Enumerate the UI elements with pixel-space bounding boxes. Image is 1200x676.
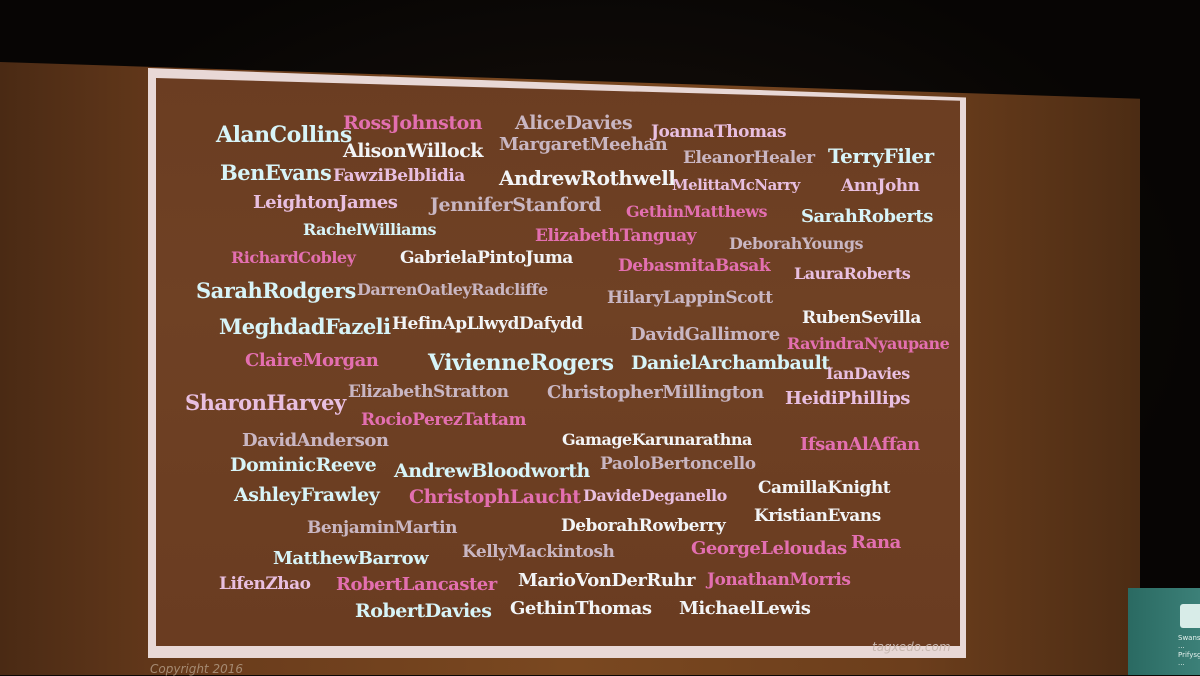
cloud-name: RichardCobley — [231, 248, 356, 267]
cloud-name: EleanorHealer — [683, 148, 815, 168]
cloud-name: RobertLancaster — [336, 574, 497, 595]
university-crest-icon — [1180, 604, 1200, 628]
cloud-name: DeborahRowberry — [561, 516, 726, 536]
cloud-name: MarioVonDerRuhr — [518, 570, 695, 591]
cloud-name: RavindraNyaupane — [787, 334, 950, 353]
cloud-name: JenniferStanford — [430, 194, 601, 216]
cloud-name: FawziBelblidia — [333, 166, 465, 186]
cloud-name: ElizabethStratton — [348, 382, 509, 402]
cloud-name: KristianEvans — [754, 506, 881, 526]
cloud-name: JoannaThomas — [651, 122, 787, 142]
cloud-name: MichaelLewis — [679, 598, 811, 619]
cloud-name: RubenSevilla — [802, 308, 921, 328]
cloud-name: DavidGallimore — [630, 324, 780, 345]
cloud-name: RossJohnston — [343, 112, 483, 134]
cloud-name: ElizabethTanguay — [535, 226, 697, 246]
cloud-name: IfsanAlAffan — [800, 434, 920, 455]
cloud-name: AlanCollins — [216, 122, 352, 148]
cloud-name: SarahRodgers — [196, 278, 356, 303]
cloud-name: DarrenOatleyRadcliffe — [357, 280, 548, 299]
cloud-name: TerryFiler — [828, 144, 934, 168]
cloud-name: AliceDavies — [515, 112, 633, 134]
cloud-name: LauraRoberts — [794, 264, 911, 283]
cloud-name: RobertDavies — [355, 600, 492, 622]
cloud-name: VivienneRogers — [428, 350, 614, 376]
cloud-name: AshleyFrawley — [234, 484, 380, 506]
cloud-name: GethinThomas — [510, 598, 652, 619]
cloud-name: AlisonWillock — [343, 140, 483, 162]
tagxedo-watermark: tagxedo.com — [872, 640, 951, 654]
lectern-sign — [1128, 588, 1200, 675]
cloud-name: Rana — [851, 532, 901, 553]
cloud-name: BenjaminMartin — [307, 518, 457, 538]
cloud-name: PaoloBertoncello — [600, 454, 756, 474]
cloud-name: RachelWilliams — [303, 220, 436, 239]
cloud-name: DavideDeganello — [583, 486, 727, 505]
cloud-name: ChristophLaucht — [409, 486, 581, 508]
cloud-name: DebasmitaBasak — [618, 256, 771, 276]
cloud-name: KellyMackintosh — [462, 542, 615, 562]
cloud-name: MeghdadFazeli — [219, 314, 391, 339]
cloud-name: MelittaMcNarry — [672, 176, 800, 194]
copyright-footer: Copyright 2016 — [150, 662, 243, 676]
cloud-name: DanielArchambault — [631, 352, 830, 374]
cloud-name: CamillaKnight — [758, 478, 891, 498]
cloud-name: MargaretMeehan — [499, 134, 668, 155]
cloud-name: RocioPerezTattam — [361, 410, 526, 430]
cloud-name: GamageKarunarathna — [562, 430, 752, 449]
cloud-name: SharonHarvey — [185, 390, 346, 415]
cloud-name: LifenZhao — [219, 574, 311, 594]
word-cloud-panel — [156, 78, 960, 646]
cloud-name: HeidiPhillips — [785, 388, 910, 409]
cloud-name: DeborahYoungs — [729, 234, 864, 253]
cloud-name: LeightonJames — [253, 192, 398, 213]
cloud-name: GabrielaPintoJuma — [400, 248, 573, 268]
cloud-name: GeorgeLeloudas — [691, 538, 847, 559]
cloud-name: MatthewBarrow — [273, 548, 429, 569]
cloud-name: GethinMatthews — [626, 202, 768, 221]
cloud-name: IanDavies — [826, 364, 910, 383]
cloud-name: JonathanMorris — [707, 570, 851, 590]
cloud-name: BenEvans — [220, 160, 332, 185]
cloud-name: ClaireMorgan — [245, 350, 379, 371]
lectern-sign-text: Swansea ... Prifysgol ... — [1178, 634, 1200, 668]
cloud-name: HilaryLappinScott — [607, 288, 773, 308]
cloud-name: AndrewRothwell — [499, 166, 676, 190]
cloud-name: SarahRoberts — [801, 206, 933, 227]
cloud-name: DominicReeve — [230, 454, 377, 476]
cloud-name: DavidAnderson — [242, 430, 389, 451]
cloud-name: HefinApLlwydDafydd — [392, 314, 583, 334]
cloud-name: ChristopherMillington — [547, 382, 764, 403]
cloud-name: AndrewBloodworth — [394, 460, 590, 482]
cloud-name: AnnJohn — [841, 176, 920, 196]
